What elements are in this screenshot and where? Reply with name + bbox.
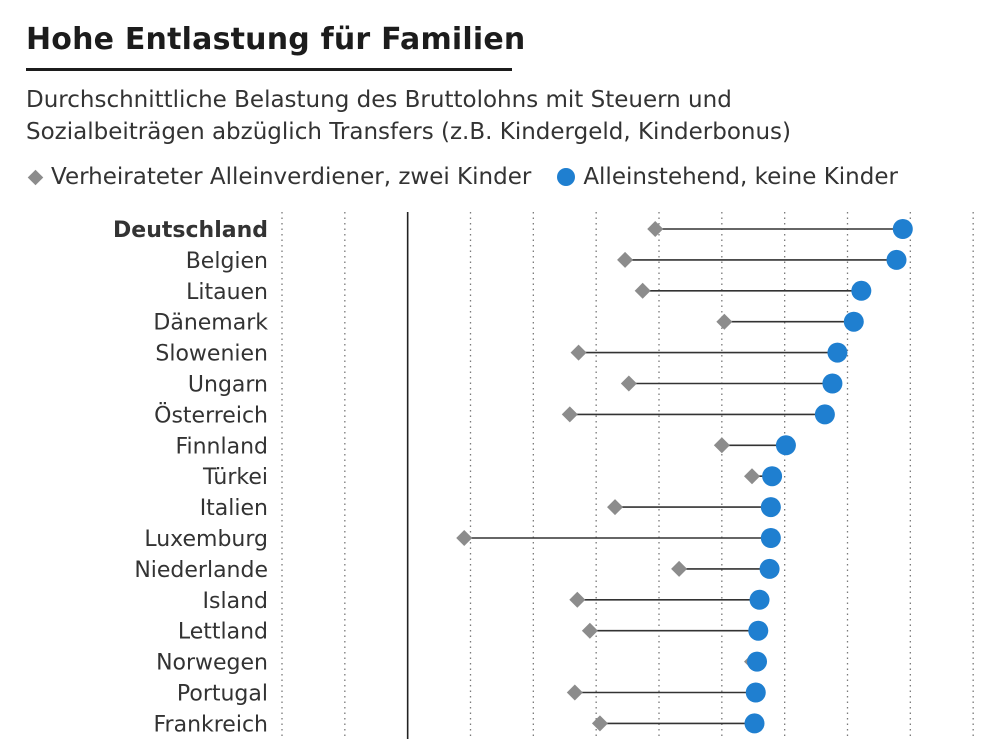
married-marker bbox=[581, 622, 598, 639]
category-label: Türkei bbox=[202, 465, 268, 490]
married-marker bbox=[566, 684, 583, 701]
married-marker bbox=[713, 437, 730, 454]
subtitle-line-2: Sozialbeiträgen abzüglich Transfers (z.B… bbox=[26, 119, 792, 145]
subtitle-line-1: Durchschnittliche Belastung des Bruttolo… bbox=[26, 87, 732, 113]
category-label: Litauen bbox=[186, 280, 268, 305]
single-marker bbox=[762, 466, 783, 487]
married-marker bbox=[743, 468, 760, 485]
legend: Verheirateter Alleinverdiener, zwei Kind… bbox=[26, 160, 898, 194]
legend-item-married: Verheirateter Alleinverdiener, zwei Kind… bbox=[26, 164, 531, 190]
married-marker bbox=[620, 375, 637, 392]
single-marker bbox=[749, 589, 770, 610]
category-label: Deutschland bbox=[113, 218, 268, 243]
single-marker bbox=[760, 528, 781, 548]
single-marker bbox=[886, 249, 907, 270]
title-underline bbox=[26, 68, 512, 71]
category-label: Island bbox=[203, 589, 268, 614]
diamond-icon bbox=[27, 169, 44, 185]
category-label: Norwegen bbox=[156, 651, 268, 676]
single-marker bbox=[851, 280, 872, 301]
single-marker bbox=[744, 713, 765, 734]
category-label: Ungarn bbox=[188, 373, 268, 398]
category-label: Italien bbox=[200, 496, 268, 521]
single-marker bbox=[827, 342, 848, 363]
category-label: Belgien bbox=[186, 249, 268, 274]
category-label: Luxemburg bbox=[144, 527, 268, 552]
chart-subtitle: Durchschnittliche Belastung des Bruttolo… bbox=[26, 84, 791, 148]
single-marker bbox=[747, 651, 768, 672]
single-marker bbox=[748, 620, 769, 641]
married-marker bbox=[570, 344, 587, 361]
category-label: Frankreich bbox=[153, 712, 268, 737]
married-marker bbox=[569, 591, 586, 608]
single-marker bbox=[745, 682, 766, 703]
category-label: Slowenien bbox=[155, 342, 268, 367]
category-label: Finnland bbox=[175, 434, 268, 459]
married-marker bbox=[561, 406, 578, 423]
single-marker bbox=[822, 373, 843, 394]
category-label: Dänemark bbox=[153, 311, 268, 336]
single-marker bbox=[775, 435, 796, 456]
married-marker bbox=[647, 221, 664, 237]
married-marker bbox=[634, 282, 651, 299]
legend-label-single: Alleinstehend, keine Kinder bbox=[583, 164, 898, 190]
single-marker bbox=[759, 558, 780, 579]
category-label: Niederlande bbox=[134, 558, 268, 583]
married-marker bbox=[716, 313, 733, 330]
category-label: Lettland bbox=[178, 620, 268, 645]
category-label: Portugal bbox=[177, 682, 268, 707]
single-marker bbox=[814, 404, 835, 425]
legend-item-single: Alleinstehend, keine Kinder bbox=[557, 164, 898, 190]
dumbbell-chart: Deutschland Belgien Litauen Dänemark Sloweni… bbox=[113, 212, 974, 739]
legend-label-married: Verheirateter Alleinverdiener, zwei Kind… bbox=[51, 164, 532, 190]
chart-title: Hohe Entlastung für Familien bbox=[26, 22, 526, 57]
dot-icon bbox=[557, 168, 576, 186]
category-label: Österreich bbox=[154, 402, 268, 428]
married-marker bbox=[591, 715, 608, 732]
single-marker bbox=[892, 219, 913, 239]
married-marker bbox=[456, 530, 473, 546]
married-marker bbox=[671, 560, 688, 577]
married-marker bbox=[617, 251, 634, 268]
single-marker bbox=[843, 311, 864, 332]
married-marker bbox=[607, 499, 624, 516]
single-marker bbox=[760, 497, 781, 518]
